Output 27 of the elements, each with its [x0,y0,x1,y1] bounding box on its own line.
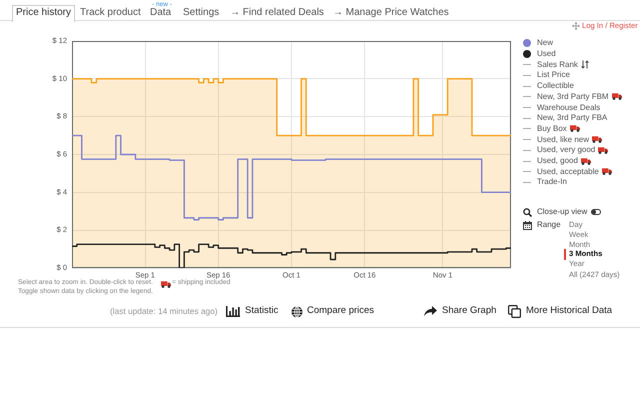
text: Statistic [245,305,278,316]
legend-label: Sales Rank [537,60,578,69]
legend-label: New, 3rd Party FBM [537,92,609,101]
text: Compare prices [307,305,374,316]
legend-label: Trade-In [537,177,567,186]
text: Share Graph [442,305,496,316]
text: Settings [183,7,220,18]
legend-label: Used, like new [537,134,590,144]
text: → Find related Deals [230,7,324,18]
legend-label: New, 3rd Party FBA [537,113,608,122]
legend-label: New [537,38,554,48]
legend-label: Warehouse Deals [537,102,600,112]
text: Track product [80,7,141,18]
text: Data [150,7,172,18]
text: Close-up view [537,206,588,216]
legend-label: Used, acceptable [537,166,599,176]
legend-label: Used [537,49,556,58]
text: Price history [16,7,72,18]
legend-label: Buy Box [537,124,567,133]
text: Range [537,220,561,229]
legend-label: List Price [537,70,570,80]
text: → Manage Price Watches [333,7,449,18]
text: (last update: 14 minutes ago) [110,306,218,316]
legend-label: Collectible [537,81,574,90]
text: More Historical Data [526,305,612,316]
legend-label: Used, good [537,156,578,166]
legend-label: Used, very good [537,145,596,154]
